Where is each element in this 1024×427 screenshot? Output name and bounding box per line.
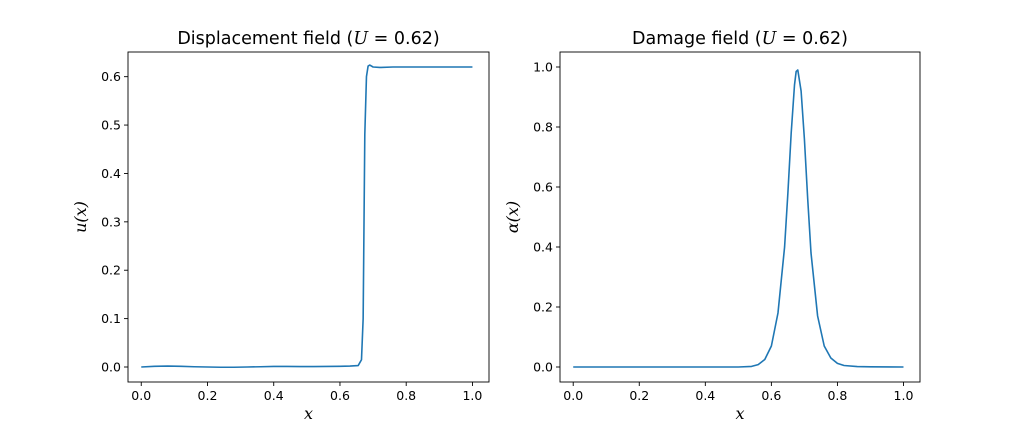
x-tick-label: 0.8 bbox=[827, 388, 847, 403]
x-tick-label: 1.0 bbox=[894, 388, 914, 403]
axes-frame bbox=[559, 51, 921, 383]
y-tick-label: 0.4 bbox=[101, 166, 121, 181]
x-tick-label: 1.0 bbox=[462, 388, 482, 403]
x-tick-label: 0.2 bbox=[629, 388, 649, 403]
chart-title-value: = 0.62) bbox=[776, 29, 848, 49]
y-tick-label: 0.2 bbox=[101, 263, 121, 278]
series-line bbox=[573, 69, 904, 368]
x-axis-label: x bbox=[735, 404, 744, 423]
y-tick-label: 0.3 bbox=[101, 214, 121, 229]
y-tick-label: 0.6 bbox=[101, 69, 121, 84]
series-line bbox=[141, 64, 473, 369]
x-tick-label: 0.2 bbox=[198, 388, 218, 403]
chart-title-value: = 0.62) bbox=[368, 29, 440, 49]
x-tick-label: 0.6 bbox=[761, 388, 781, 403]
y-tick-label: 0.1 bbox=[101, 311, 121, 326]
chart-title: Damage field (U = 0.62) bbox=[632, 29, 848, 49]
x-tick-label: 0.0 bbox=[563, 388, 583, 403]
y-tick-label: 0.2 bbox=[533, 300, 553, 315]
chart-title-prefix: Damage field ( bbox=[632, 29, 762, 49]
x-tick-label: 0.6 bbox=[330, 388, 350, 403]
chart-title: Displacement field (U = 0.62) bbox=[177, 29, 439, 49]
damage-panel: Damage field (U = 0.62) 0.0 0.2 0.4 0.6 0.8 1.… bbox=[503, 29, 921, 423]
y-tick-label: 1.0 bbox=[533, 60, 553, 75]
y-axis-label: u(x) bbox=[71, 201, 90, 233]
x-axis-label: x bbox=[304, 404, 313, 423]
chart-title-prefix: Displacement field ( bbox=[177, 29, 353, 49]
y-tick-label: 0.0 bbox=[101, 360, 121, 375]
x-tick-label: 0.8 bbox=[396, 388, 416, 403]
y-tick-label: 0.5 bbox=[101, 118, 121, 133]
y-axis-label: α(x) bbox=[503, 201, 522, 233]
chart-title-variable: U bbox=[353, 29, 369, 49]
y-tick-label: 0.8 bbox=[533, 120, 553, 135]
y-tick-label: 0.0 bbox=[533, 360, 553, 375]
chart-title-variable: U bbox=[762, 29, 778, 49]
x-tick-label: 0.0 bbox=[131, 388, 151, 403]
axes-frame bbox=[127, 51, 490, 383]
x-tick-label: 0.4 bbox=[695, 388, 715, 403]
x-tick-label: 0.4 bbox=[264, 388, 284, 403]
displacement-panel: Displacement field (U = 0.62) 0.0 0.2 0.4 0.… bbox=[71, 29, 490, 423]
y-tick-label: 0.4 bbox=[533, 240, 553, 255]
y-tick-label: 0.6 bbox=[533, 180, 553, 195]
